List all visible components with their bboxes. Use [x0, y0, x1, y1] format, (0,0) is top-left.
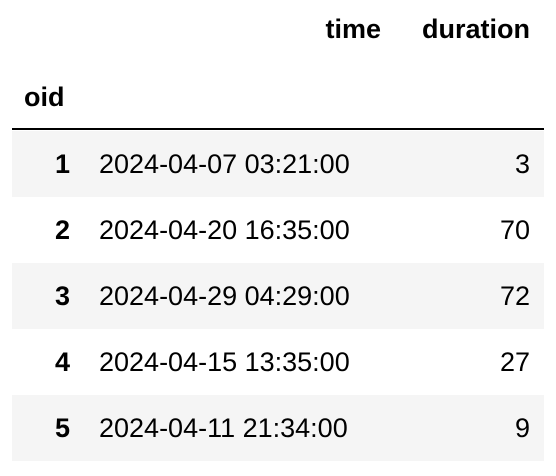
- duration-cell: 9: [514, 413, 530, 443]
- time-cell: 2024-04-29 04:29:00: [99, 281, 350, 311]
- time-cell: 2024-04-15 13:35:00: [99, 347, 350, 377]
- duration-cell: 72: [499, 281, 530, 311]
- row-index: 2: [54, 215, 70, 245]
- table-body: 1 2024-04-07 03:21:00 3 2 2024-04-20 16:…: [0, 131, 556, 461]
- duration-cell: 3: [514, 149, 530, 179]
- table-row: 2 2024-04-20 16:35:00 70: [0, 197, 556, 263]
- index-header-oid: oid: [24, 82, 65, 112]
- row-index: 4: [54, 347, 70, 377]
- duration-cell: 70: [499, 215, 530, 245]
- row-index: 5: [54, 413, 70, 443]
- table-row: 1 2024-04-07 03:21:00 3: [0, 131, 556, 197]
- time-cell: 2024-04-20 16:35:00: [99, 215, 350, 245]
- header-divider: [12, 128, 544, 130]
- time-cell: 2024-04-07 03:21:00: [99, 149, 350, 179]
- column-header-duration: duration: [422, 14, 530, 44]
- table-row: 3 2024-04-29 04:29:00 72: [0, 263, 556, 329]
- column-header-time: time: [325, 14, 381, 44]
- index-header-row: oid: [0, 76, 556, 118]
- time-cell: 2024-04-11 21:34:00: [99, 413, 348, 443]
- table-row: 4 2024-04-15 13:35:00 27: [0, 329, 556, 395]
- row-index: 1: [54, 149, 70, 179]
- duration-cell: 27: [499, 347, 530, 377]
- table-row: 5 2024-04-11 21:34:00 9: [0, 395, 556, 461]
- column-header-row: time duration: [0, 8, 556, 50]
- row-index: 3: [54, 281, 70, 311]
